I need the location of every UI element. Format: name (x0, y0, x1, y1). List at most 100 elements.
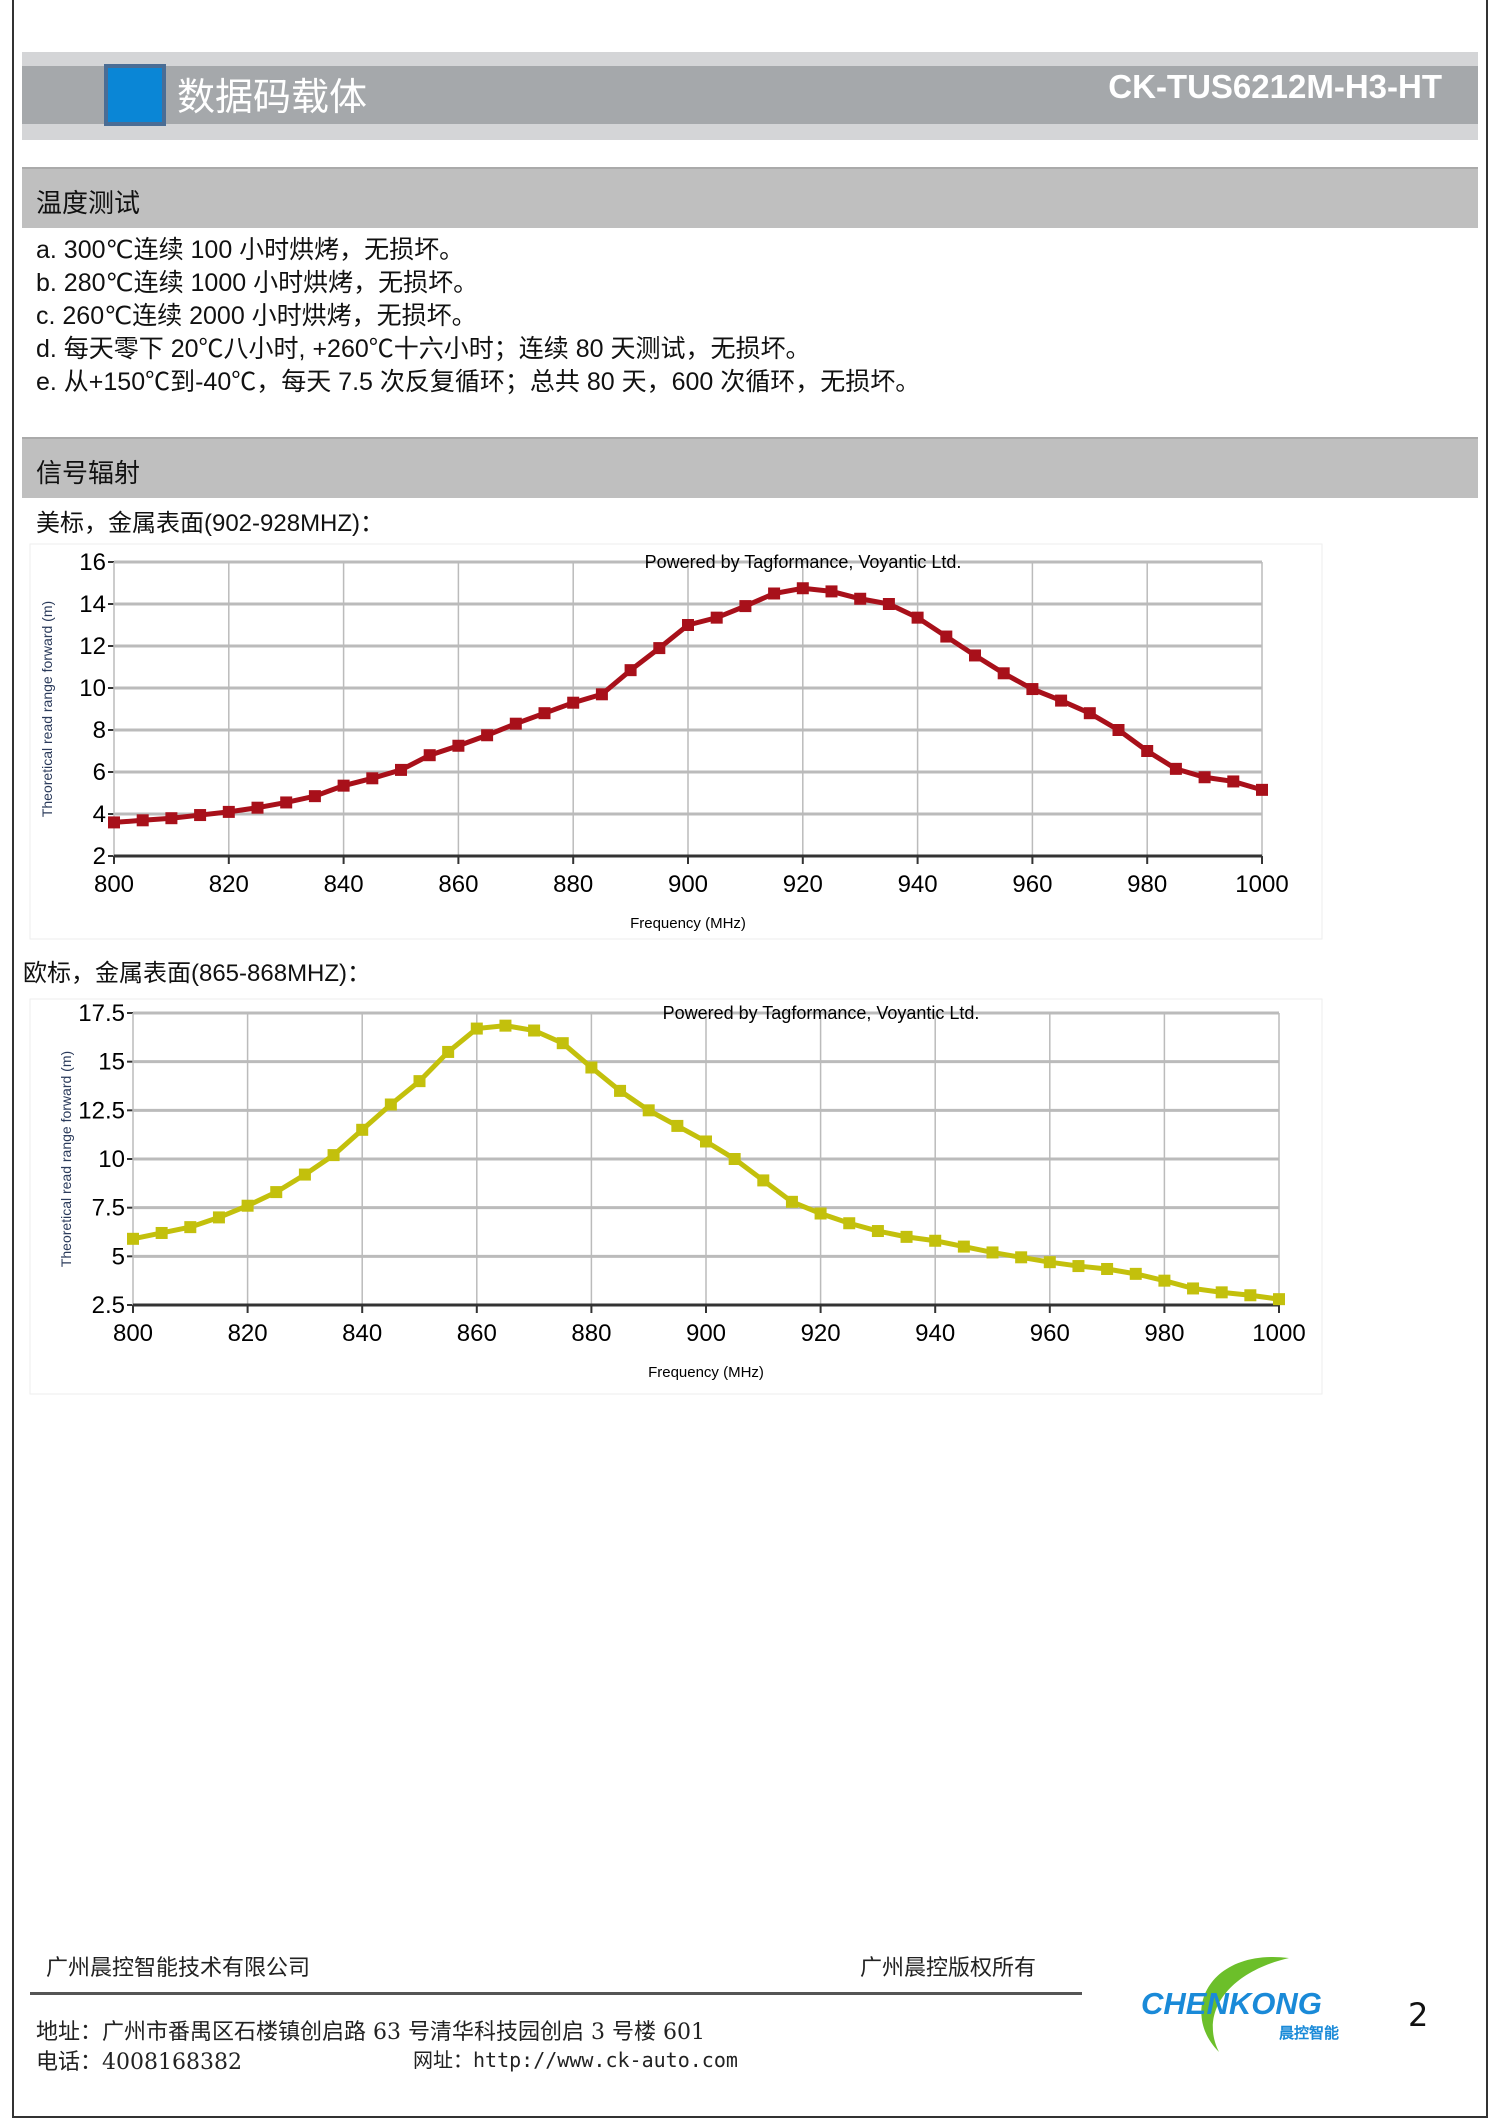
data-point (280, 796, 293, 809)
data-point (986, 1246, 999, 1259)
data-point (642, 1104, 655, 1117)
data-point (241, 1199, 254, 1212)
x-tick-label: 880 (571, 1320, 611, 1347)
y-tick-label: 15 (98, 1049, 125, 1076)
data-point (957, 1240, 970, 1253)
data-point (757, 1174, 770, 1187)
data-point (470, 1022, 483, 1035)
data-point (384, 1098, 397, 1111)
data-point (814, 1207, 827, 1220)
x-tick-label: 900 (686, 1320, 726, 1347)
x-tick-label: 800 (94, 871, 134, 898)
y-axis-label: Theoretical read range forward (m) (39, 601, 55, 817)
data-point (212, 1211, 225, 1224)
data-point (327, 1149, 340, 1162)
data-point (739, 600, 752, 613)
header-title: 数据码载体 (177, 75, 368, 119)
data-point (165, 812, 178, 825)
y-tick-label: 12.5 (78, 1097, 125, 1124)
data-point (1026, 683, 1039, 696)
list-item: d. 每天零下 20℃八小时, +260℃十六小时；连续 80 天测试，无损坏。 (36, 335, 811, 363)
data-point (337, 779, 350, 792)
x-tick-label: 820 (209, 871, 249, 898)
data-point (298, 1168, 311, 1181)
data-point (127, 1232, 139, 1245)
data-point (1083, 707, 1096, 720)
section-title: 信号辐射 (36, 459, 141, 489)
data-point (413, 1075, 426, 1088)
y-tick-label: 6 (93, 759, 106, 786)
data-point (624, 664, 637, 677)
data-point (1055, 694, 1068, 707)
data-point (308, 790, 321, 803)
list-item: c. 260℃连续 2000 小时烘烤，无损坏。 (36, 302, 477, 330)
data-point (452, 739, 465, 752)
page-frame (12, 0, 1488, 2118)
y-tick-label: 10 (98, 1146, 125, 1173)
list-item: e. 从+150℃到-40℃，每天 7.5 次反复循环；总共 80 天，600 … (36, 368, 921, 396)
y-tick-label: 10 (79, 675, 106, 702)
data-point (567, 696, 580, 709)
x-tick-label: 840 (324, 871, 364, 898)
y-tick-label: 4 (93, 801, 106, 828)
x-tick-label: 960 (1012, 871, 1052, 898)
data-point (222, 805, 235, 818)
data-point (194, 809, 207, 822)
footer-website[interactable]: 网址：http://www.ck-auto.com (413, 2048, 738, 2072)
data-point (251, 801, 264, 814)
data-point (1015, 1251, 1028, 1264)
data-point (843, 1217, 856, 1230)
y-tick-label: 5 (112, 1243, 125, 1270)
data-point (538, 707, 551, 720)
page-number: 2 (1408, 1996, 1429, 2034)
x-axis-label: Frequency (MHz) (630, 915, 746, 932)
y-tick-label: 16 (79, 549, 106, 576)
y-tick-label: 8 (93, 717, 106, 744)
footer-copyright: 广州晨控版权所有 (860, 1956, 1037, 1981)
eu-chart-label: 欧标，金属表面(865-868MHZ)： (23, 960, 372, 987)
data-point (671, 1119, 684, 1132)
svg-text:晨控智能: 晨控智能 (1279, 2024, 1339, 2042)
data-point (184, 1221, 197, 1234)
x-tick-label: 920 (783, 871, 823, 898)
x-tick-label: 880 (553, 871, 593, 898)
footer-address: 地址：广州市番禺区石楼镇创启路 63 号清华科技园创启 3 号楼 601 (36, 2020, 705, 2045)
x-tick-label: 980 (1127, 871, 1167, 898)
data-point (700, 1135, 712, 1148)
data-point (710, 611, 723, 624)
y-tick-label: 14 (79, 591, 106, 618)
y-tick-label: 17.5 (78, 1000, 125, 1027)
chart-background (29, 998, 1323, 1395)
data-point (1043, 1256, 1056, 1269)
section-signal-header: 信号辐射 (22, 437, 1478, 498)
chenkong-logo: CHENKONG 晨控智能 (1139, 1952, 1384, 2058)
data-point (442, 1045, 455, 1058)
data-point (854, 592, 867, 605)
data-point (1112, 724, 1125, 736)
chart-credit: Powered by Tagformance, Voyantic Ltd. (663, 1003, 980, 1023)
y-tick-label: 2.5 (92, 1292, 125, 1319)
data-point (1129, 1267, 1142, 1280)
data-point (1244, 1289, 1257, 1302)
x-axis-label: Frequency (MHz) (648, 1364, 764, 1381)
y-axis-label: Theoretical read range forward (m) (58, 1051, 74, 1267)
svg-text:CHENKONG: CHENKONG (1141, 1986, 1322, 2021)
data-point (155, 1226, 168, 1239)
data-point (356, 1123, 369, 1136)
data-point (682, 619, 694, 631)
list-item: b. 280℃连续 1000 小时烘烤，无损坏。 (36, 269, 479, 297)
section-temperature-header: 温度测试 (22, 167, 1478, 228)
data-point (595, 688, 608, 701)
logo-swoosh-icon: CHENKONG 晨控智能 (1141, 1956, 1339, 2052)
data-point (882, 598, 895, 610)
data-point (1187, 1282, 1200, 1295)
y-tick-label: 2 (93, 843, 106, 870)
x-tick-label: 1000 (1235, 871, 1288, 898)
us-range-chart: 2 4 6 8 10 12 14 16 800 820 840 860 880 900 920 940 960 9… (29, 543, 1323, 940)
y-tick-label: 7.5 (92, 1195, 125, 1222)
x-tick-label: 820 (228, 1320, 268, 1347)
x-tick-label: 920 (801, 1320, 841, 1347)
chart-credit: Powered by Tagformance, Voyantic Ltd. (645, 552, 962, 572)
chart-background (29, 543, 1323, 940)
data-point (528, 1024, 541, 1037)
